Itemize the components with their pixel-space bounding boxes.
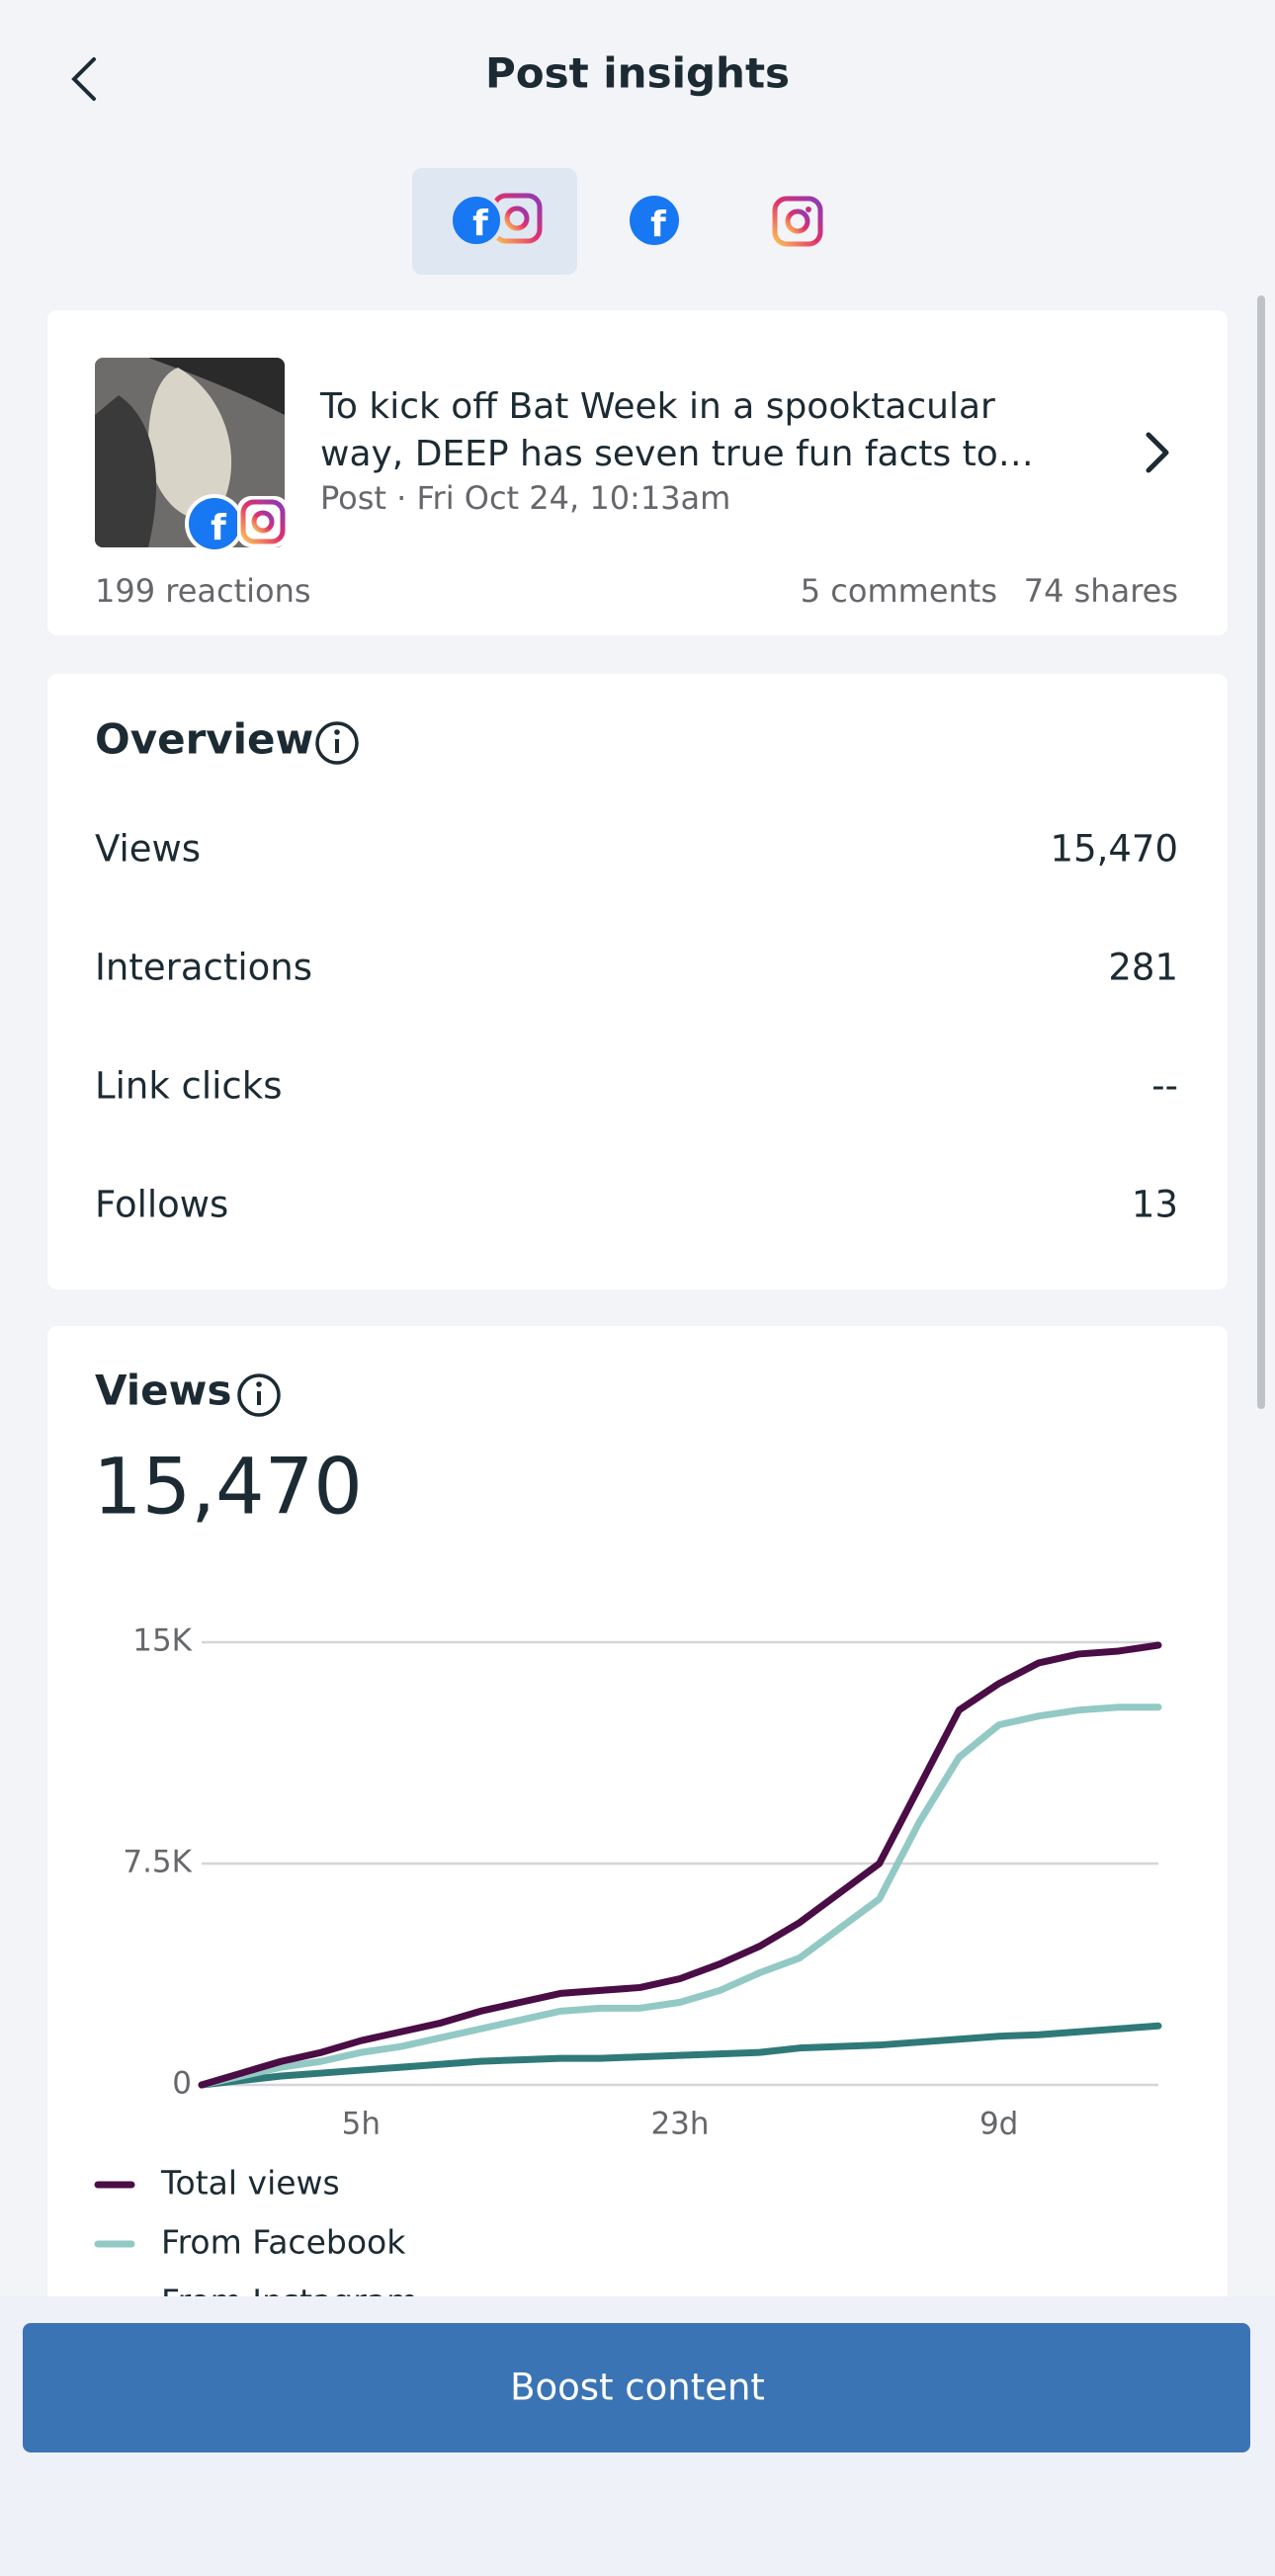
y-tick-label: 7.5K bbox=[123, 1845, 192, 1880]
scrollbar bbox=[1257, 295, 1265, 1409]
metric-value: 15,470 bbox=[1051, 828, 1178, 871]
post-meta: Post · Fri Oct 24, 10:13am bbox=[320, 479, 730, 517]
post-text-line: way, DEEP has seven true fun facts to… bbox=[320, 434, 1034, 474]
series-line bbox=[198, 1703, 1162, 2089]
shares-count: 74 shares bbox=[1024, 572, 1178, 610]
boost-button[interactable] bbox=[23, 2323, 1250, 2452]
info-icon[interactable] bbox=[315, 721, 359, 765]
post-text-line: To kick off Bat Week in a spooktacular bbox=[319, 386, 995, 427]
reactions-count: 199 reactions bbox=[95, 572, 311, 610]
y-tick-label: 0 bbox=[172, 2066, 192, 2102]
info-icon[interactable] bbox=[237, 1373, 281, 1417]
svg-text:f: f bbox=[472, 204, 488, 244]
legend-label: Total views bbox=[160, 2164, 340, 2202]
post-thumbnail bbox=[95, 358, 285, 547]
svg-text:f: f bbox=[650, 205, 666, 245]
page-title: Post insights bbox=[485, 49, 790, 98]
series-line bbox=[198, 2022, 1162, 2089]
legend-label: From Facebook bbox=[161, 2223, 406, 2262]
boost-button-label: Boost content bbox=[510, 2367, 765, 2409]
x-tick-label: 23h bbox=[650, 2107, 709, 2142]
metric-label: Views bbox=[95, 828, 201, 871]
svg-text:f: f bbox=[211, 508, 226, 548]
post-card[interactable] bbox=[47, 310, 1228, 635]
views-title: Views bbox=[95, 1367, 231, 1415]
overview-title: Overview bbox=[95, 715, 313, 764]
metric-label: Interactions bbox=[95, 947, 312, 989]
open-post-chevron[interactable] bbox=[1146, 432, 1169, 473]
views-total: 15,470 bbox=[93, 1443, 363, 1532]
x-tick-label: 9d bbox=[979, 2107, 1018, 2142]
tab-both-icon: f bbox=[449, 193, 543, 248]
x-tick-label: 5h bbox=[342, 2107, 381, 2142]
series-line bbox=[198, 1641, 1162, 2089]
back-button[interactable] bbox=[71, 57, 96, 101]
metric-value: 13 bbox=[1132, 1184, 1178, 1226]
overview-card bbox=[47, 674, 1228, 1289]
tab-facebook[interactable]: f bbox=[630, 196, 679, 245]
y-tick-label: 15K bbox=[132, 1623, 192, 1659]
post-source-icons: f bbox=[185, 494, 289, 553]
metric-value: -- bbox=[1151, 1065, 1178, 1108]
metric-label: Link clicks bbox=[95, 1065, 282, 1108]
metric-label: Follows bbox=[95, 1184, 228, 1226]
metric-value: 281 bbox=[1108, 947, 1178, 989]
tab-instagram[interactable] bbox=[772, 196, 823, 247]
views-card bbox=[47, 1326, 1228, 2413]
comments-count: 5 comments bbox=[801, 572, 997, 610]
